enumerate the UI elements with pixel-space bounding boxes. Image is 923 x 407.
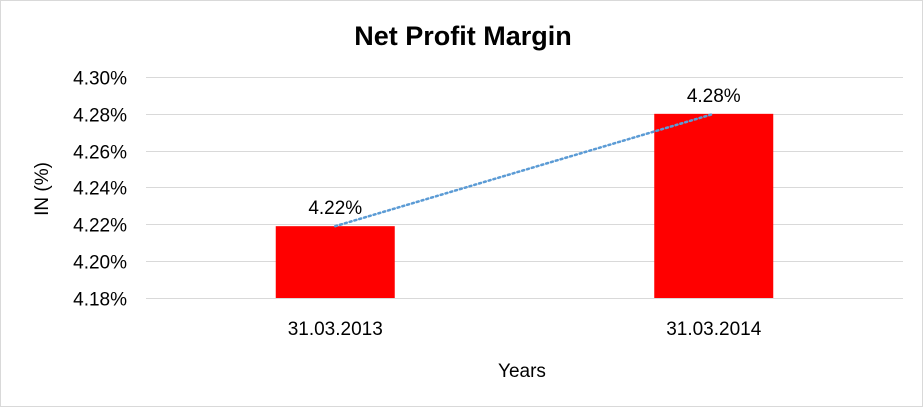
data-label: 4.28% [687,86,741,107]
y-tick-label: 4.24% [73,179,127,200]
chart-title: Net Profit Margin [354,21,572,51]
y-tick-label: 4.20% [73,253,127,274]
y-tick-label: 4.30% [73,69,127,90]
bars [275,113,774,298]
y-tick-label: 4.26% [73,143,127,164]
y-tick-label: 4.22% [73,216,127,237]
x-tick-label: 31.03.2014 [666,319,762,340]
trendline [334,112,715,228]
gridlines [146,77,903,299]
y-axis-ticks: 4.18% 4.20% 4.22% 4.24% 4.26% 4.28% 4.30% [73,69,127,311]
x-tick-label: 31.03.2013 [288,319,383,340]
y-tick-label: 4.18% [73,290,127,311]
trendline-group [334,112,715,228]
x-axis-ticks: 31.03.2013 31.03.2014 [288,319,762,340]
bar [654,113,774,298]
y-axis-title: IN (%) [32,162,53,216]
x-axis-title: Years [498,361,546,382]
bar [275,226,395,298]
data-labels: 4.22% 4.28% [308,86,740,219]
y-tick-label: 4.28% [73,106,127,127]
data-label: 4.22% [308,198,362,219]
